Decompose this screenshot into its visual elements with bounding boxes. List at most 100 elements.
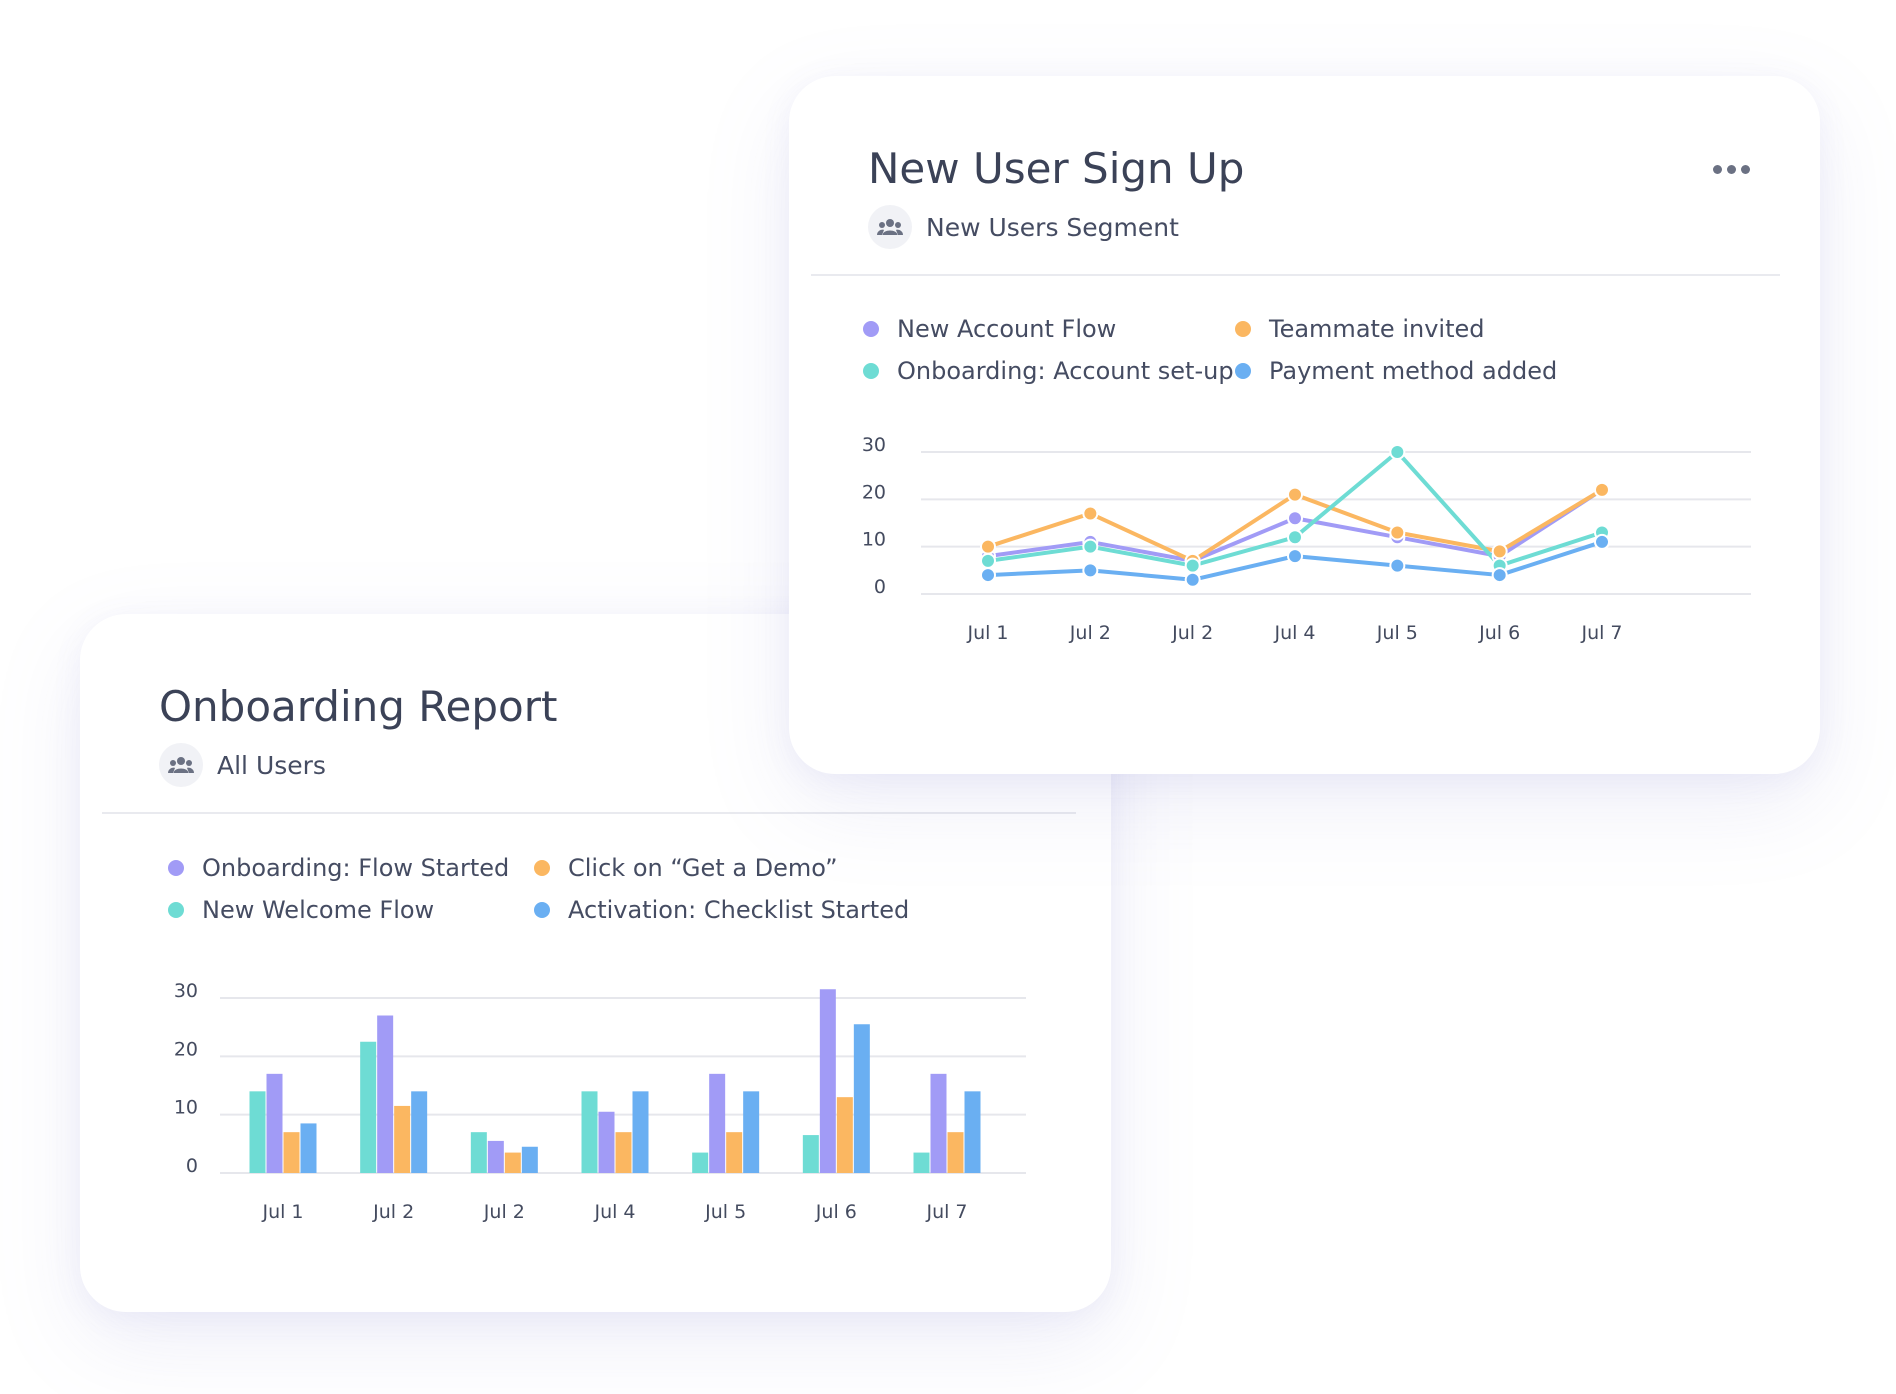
legend-item: Payment method added: [1235, 357, 1557, 385]
more-options-icon[interactable]: [1707, 159, 1756, 180]
chart-legend: Onboarding: Flow Started Click on “Get a…: [168, 854, 909, 924]
bar: [581, 1091, 598, 1173]
bar: [726, 1132, 743, 1173]
x-tick-label: Jul 2: [483, 1201, 525, 1223]
bar: [632, 1091, 649, 1173]
legend-dot: [168, 902, 184, 918]
legend-label: Onboarding: Flow Started: [202, 854, 510, 882]
bar: [615, 1132, 632, 1173]
y-tick-label: 20: [174, 1038, 198, 1060]
x-tick-label: Jul 5: [1376, 622, 1418, 644]
bar: [394, 1105, 411, 1173]
x-tick-label: Jul 4: [1273, 622, 1315, 644]
x-tick-label: Jul 2: [1171, 622, 1213, 644]
bar: [947, 1132, 964, 1173]
bar: [853, 1024, 870, 1173]
bar: [360, 1041, 377, 1173]
users-group-icon: [159, 743, 203, 787]
legend-item: Click on “Get a Demo”: [534, 854, 909, 882]
data-point: [1287, 486, 1303, 503]
bar: [411, 1091, 428, 1173]
legend-item: New Account Flow: [863, 315, 1235, 343]
bar: [836, 1097, 853, 1173]
bar: [802, 1135, 819, 1173]
bar: [743, 1091, 760, 1173]
data-point: [1594, 533, 1610, 550]
segment: All Users: [159, 743, 326, 787]
bar: [709, 1073, 726, 1173]
segment-label: All Users: [217, 750, 326, 780]
bar: [377, 1015, 394, 1173]
data-point: [980, 567, 996, 584]
data-point: [1082, 505, 1099, 522]
legend-label: New Account Flow: [897, 315, 1117, 343]
data-point: [1287, 510, 1303, 527]
legend-dot: [534, 902, 550, 918]
data-point: [980, 552, 996, 569]
data-point: [1389, 444, 1406, 460]
legend-item: Activation: Checklist Started: [534, 896, 909, 924]
legend-item: Teammate invited: [1235, 315, 1557, 343]
bar: [504, 1152, 521, 1173]
x-tick-label: Jul 6: [815, 1201, 857, 1223]
divider: [811, 274, 1780, 276]
legend-dot: [863, 363, 879, 379]
y-tick-label: 30: [862, 434, 886, 456]
legend-label: Payment method added: [1269, 357, 1558, 385]
x-tick-label: Jul 1: [966, 622, 1008, 644]
data-point: [1082, 538, 1099, 555]
data-point: [1184, 557, 1201, 574]
data-point: [1491, 543, 1508, 560]
bar: [283, 1132, 300, 1173]
data-point: [1389, 524, 1406, 541]
x-tick-label: Jul 2: [372, 1201, 414, 1223]
data-point: [1594, 481, 1610, 498]
legend-item: Onboarding: Flow Started: [168, 854, 534, 882]
users-group-icon: [868, 205, 912, 249]
bar: [819, 989, 836, 1173]
legend-label: Teammate invited: [1269, 315, 1485, 343]
x-tick-label: Jul 7: [925, 1201, 967, 1223]
signup-card: New User Sign Up New Users Segment New A…: [789, 76, 1820, 774]
x-tick-label: Jul 7: [1580, 622, 1622, 644]
legend-dot: [168, 860, 184, 876]
x-tick-label: Jul 1: [261, 1201, 303, 1223]
data-point: [980, 538, 996, 555]
bar: [487, 1140, 504, 1173]
legend-dot: [863, 321, 879, 337]
x-tick-label: Jul 6: [1478, 622, 1520, 644]
bar: [249, 1091, 266, 1173]
data-point: [1082, 562, 1099, 579]
y-tick-label: 0: [186, 1155, 198, 1177]
divider: [102, 812, 1076, 814]
y-tick-label: 30: [174, 980, 198, 1002]
data-point: [1389, 557, 1406, 574]
x-tick-label: Jul 2: [1069, 622, 1111, 644]
legend-label: Activation: Checklist Started: [568, 896, 910, 924]
legend-dot: [534, 860, 550, 876]
bar: [692, 1152, 709, 1173]
data-point: [1184, 571, 1201, 588]
legend-dot: [1235, 321, 1251, 337]
y-tick-label: 20: [862, 481, 886, 503]
y-tick-label: 10: [174, 1097, 198, 1119]
segment: New Users Segment: [868, 205, 1179, 249]
bar: [598, 1111, 615, 1173]
x-tick-label: Jul 5: [704, 1201, 746, 1223]
card-title: Onboarding Report: [159, 682, 558, 731]
data-point: [1287, 548, 1303, 565]
y-tick-label: 10: [862, 529, 886, 551]
bar: [930, 1073, 947, 1173]
legend-item: Onboarding: Account set-up: [863, 357, 1235, 385]
card-title: New User Sign Up: [868, 144, 1245, 193]
legend-label: New Welcome Flow: [202, 896, 435, 924]
line-chart: 0 10 20 30 Jul 1 Jul 2 Jul 2 Jul 4 Jul 5 Jul 6 Jul…: [862, 434, 1751, 644]
legend-dot: [1235, 363, 1251, 379]
bar: [300, 1123, 317, 1173]
bar: [964, 1091, 981, 1173]
segment-label: New Users Segment: [926, 212, 1179, 242]
y-tick-label: 0: [874, 576, 886, 598]
data-point: [1287, 529, 1303, 546]
bar: [266, 1073, 283, 1173]
bar: [913, 1152, 930, 1173]
